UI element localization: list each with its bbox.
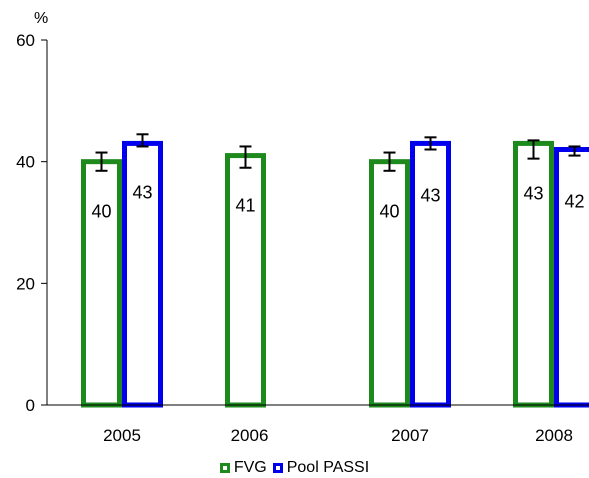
legend-label-pool-passi: Pool PASSI xyxy=(287,459,369,477)
data-label: 43 xyxy=(420,185,440,205)
legend-swatch-pool-passi xyxy=(273,463,283,473)
x-tick-label: 2005 xyxy=(103,426,141,445)
data-label: 42 xyxy=(564,192,584,212)
data-label: 41 xyxy=(235,196,255,216)
y-tick-label: 40 xyxy=(16,153,35,172)
x-tick-label: 2008 xyxy=(535,426,573,445)
data-label: 40 xyxy=(379,202,399,222)
bar-fvg-2006 xyxy=(228,156,264,405)
data-label: 43 xyxy=(523,183,543,203)
bar-fvg-2005 xyxy=(84,162,120,405)
y-unit-label: % xyxy=(34,10,48,27)
data-label: 40 xyxy=(91,202,111,222)
y-tick-label: 20 xyxy=(16,274,35,293)
legend-item-pool-passi: Pool PASSI xyxy=(273,459,369,477)
bar-pool-passi-2008 xyxy=(557,150,589,406)
bar-pool-passi-2007 xyxy=(413,143,449,405)
legend-item-fvg: FVG xyxy=(220,459,267,477)
x-tick-label: 2007 xyxy=(391,426,429,445)
data-label: 43 xyxy=(132,182,152,202)
legend-label-fvg: FVG xyxy=(234,459,267,477)
y-tick-label: 60 xyxy=(16,31,35,50)
legend-swatch-fvg xyxy=(220,463,230,473)
bar-fvg-2007 xyxy=(372,162,408,405)
legend: FVG Pool PASSI xyxy=(0,458,589,478)
x-tick-label: 2006 xyxy=(231,426,269,445)
y-tick-label: 0 xyxy=(26,396,35,415)
